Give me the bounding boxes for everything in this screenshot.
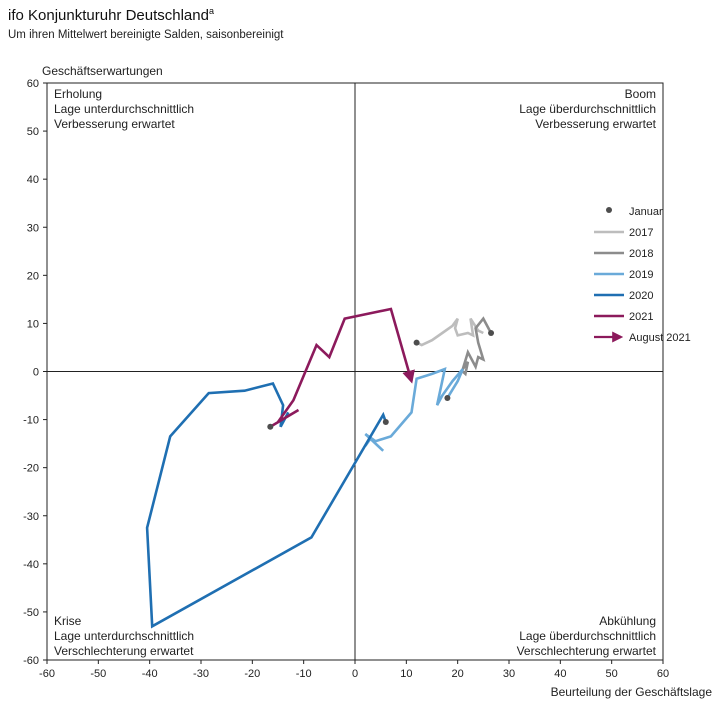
- x-tick-label: 10: [400, 668, 412, 680]
- legend: Januar 2017 2018 2019 2020 2021 August 2021: [594, 206, 691, 344]
- quadrant-label-boom: Lage überdurchschnittlich: [519, 102, 656, 116]
- quadrant-label-erholung: Verbesserung erwartet: [54, 117, 175, 131]
- januar-point: [382, 418, 389, 425]
- y-tick-label: -40: [23, 559, 39, 571]
- y-tick-label: -30: [23, 511, 39, 523]
- series-line-2020: [145, 381, 388, 629]
- legend-label: 2017: [629, 227, 653, 239]
- x-tick-label: 40: [554, 668, 566, 680]
- x-tick-label: 0: [352, 668, 358, 680]
- x-axis-label: Beurteilung der Geschäftslage: [551, 685, 713, 699]
- quadrant-label-abkuehlung: Lage überdurchschnittlich: [519, 629, 656, 643]
- januar-point: [267, 423, 274, 430]
- chart-title-superscript: a: [209, 6, 214, 16]
- x-tick-label: -40: [142, 668, 158, 680]
- quadrant-label-abkuehlung: Verschlechterung erwartet: [517, 644, 657, 658]
- y-tick-label: 30: [27, 222, 39, 234]
- januar-point: [444, 394, 451, 401]
- y-tick-label: -50: [23, 607, 39, 619]
- x-tick-label: -60: [39, 668, 55, 680]
- quadrant-label-boom: Verbesserung erwartet: [535, 117, 656, 131]
- y-tick-label: 20: [27, 270, 39, 282]
- plot-area: -60 -50 -40 -30 -20 -10 0 10 20 30 40 50 60 -60 -50 -40…: [23, 78, 669, 680]
- legend-label: Januar: [629, 206, 663, 218]
- y-tick-label: 60: [27, 78, 39, 90]
- y-tick-label: -20: [23, 463, 39, 475]
- legend-marker-januar: [606, 207, 612, 213]
- x-tick-label: -20: [244, 668, 260, 680]
- quadrant-label-boom: Boom: [625, 87, 656, 101]
- y-tick-label: -60: [23, 655, 39, 667]
- series-line-2019: [364, 367, 464, 452]
- y-tick-label: 0: [33, 367, 39, 379]
- series-line-2018: [461, 316, 493, 377]
- quadrant-label-erholung: Erholung: [54, 87, 102, 101]
- y-tick-label: 10: [27, 318, 39, 330]
- legend-label: August 2021: [629, 332, 691, 344]
- quadrant-label-erholung: Lage unterdurchschnittlich: [54, 102, 194, 116]
- quadrant-label-abkuehlung: Abkühlung: [599, 614, 656, 628]
- x-tick-label: -10: [296, 668, 312, 680]
- x-tick-label: -30: [193, 668, 209, 680]
- x-tick-label: 20: [452, 668, 464, 680]
- legend-label: 2021: [629, 311, 653, 323]
- chart-title-text: ifo Konjunkturuhr Deutschland: [8, 7, 209, 24]
- x-tick-label: -50: [90, 668, 106, 680]
- y-tick-label: 40: [27, 174, 39, 186]
- januar-point: [488, 330, 495, 337]
- x-tick-label: 30: [503, 668, 515, 680]
- y-tick-label: 50: [27, 126, 39, 138]
- chart-subtitle: Um ihren Mittelwert bereinigte Salden, s…: [8, 29, 284, 41]
- quadrant-label-krise: Krise: [54, 614, 82, 628]
- x-tick-label: 60: [657, 668, 669, 680]
- y-tick-label: -10: [23, 415, 39, 427]
- januar-point: [413, 339, 420, 346]
- x-tick-label: 50: [606, 668, 618, 680]
- series-line-2017: [416, 317, 484, 347]
- quadrant-label-krise: Verschlechterung erwartet: [54, 644, 194, 658]
- legend-label: 2019: [629, 269, 653, 281]
- legend-label: 2020: [629, 290, 653, 302]
- y-axis-label: Geschäftserwartungen: [42, 64, 163, 78]
- series-line-2021: [269, 307, 415, 428]
- chart-title: ifo Konjunkturuhr Deutschlanda: [8, 6, 214, 24]
- legend-label: 2018: [629, 248, 653, 260]
- quadrant-label-krise: Lage unterdurchschnittlich: [54, 629, 194, 643]
